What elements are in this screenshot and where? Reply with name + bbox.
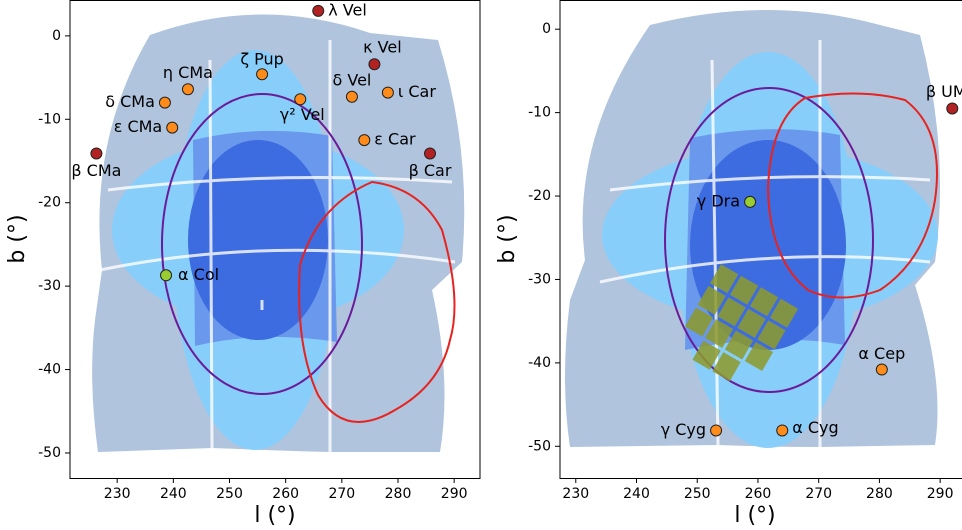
star-point bbox=[160, 269, 173, 282]
x-axis-label: l (°) bbox=[254, 503, 295, 528]
x-tick-label: 290 bbox=[441, 486, 468, 502]
star-point bbox=[875, 363, 888, 376]
x-tick-label: 240 bbox=[623, 486, 650, 502]
star-point bbox=[424, 147, 437, 160]
star-point bbox=[381, 86, 394, 99]
y-tick-label: 0 bbox=[52, 28, 61, 44]
star-label: κ Vel bbox=[363, 38, 402, 57]
star-point bbox=[166, 121, 179, 134]
star-label: α Col bbox=[178, 265, 219, 284]
star-label: β UM bbox=[926, 82, 962, 101]
y-tick-label: -10 bbox=[528, 105, 551, 121]
x-tick-label: 280 bbox=[866, 486, 893, 502]
star-point bbox=[256, 68, 269, 81]
y-tick-label: -40 bbox=[38, 362, 61, 378]
star-label: α Cyg bbox=[792, 418, 838, 437]
star-point bbox=[358, 134, 371, 147]
star-label: δ CMa bbox=[105, 92, 155, 111]
y-tick-label: -50 bbox=[528, 438, 551, 454]
x-tick-label: 230 bbox=[104, 486, 131, 502]
x-tick-label: 270 bbox=[328, 486, 355, 502]
x-tick-label: 270 bbox=[805, 486, 832, 502]
star-label: η CMa bbox=[163, 63, 213, 82]
star-label: ε Car bbox=[374, 130, 416, 149]
star-label: γ Cyg bbox=[661, 420, 706, 439]
coverage-left bbox=[92, 14, 465, 452]
star-point bbox=[744, 195, 757, 208]
x-tick-label: 230 bbox=[562, 486, 589, 502]
star-label: γ Dra bbox=[697, 191, 740, 210]
y-tick-label: -50 bbox=[38, 445, 61, 461]
star-label: δ Vel bbox=[333, 70, 372, 89]
y-tick-label: -30 bbox=[528, 271, 551, 287]
star-point bbox=[90, 147, 103, 160]
y-tick-label: -20 bbox=[528, 188, 551, 204]
y-tick-label: -10 bbox=[38, 111, 61, 127]
star-label: β CMa bbox=[71, 161, 121, 180]
y-tick-label: -20 bbox=[38, 195, 61, 211]
x-tick-label: 250 bbox=[216, 486, 243, 502]
x-tick-label: 240 bbox=[160, 486, 187, 502]
x-tick-label: 250 bbox=[684, 486, 711, 502]
y-axis-label: b (°) bbox=[5, 214, 30, 263]
star-point bbox=[181, 83, 194, 96]
star-label: λ Vel bbox=[328, 0, 367, 19]
x-tick-label: 290 bbox=[927, 486, 954, 502]
star-label: ε CMa bbox=[114, 117, 163, 136]
plot-frame bbox=[559, 0, 962, 479]
star-point bbox=[710, 424, 723, 437]
star-point bbox=[158, 96, 171, 109]
star-label: γ² Vel bbox=[280, 105, 325, 124]
y-tick-label: 0 bbox=[542, 21, 551, 37]
x-axis-label: l (°) bbox=[734, 503, 775, 528]
y-axis-label: b (°) bbox=[495, 214, 520, 263]
star-point bbox=[776, 424, 789, 437]
plot-frame bbox=[69, 0, 481, 479]
star-point bbox=[312, 4, 325, 17]
coverage-right bbox=[565, 10, 940, 448]
x-tick-label: 260 bbox=[745, 486, 772, 502]
star-point bbox=[345, 90, 358, 103]
star-label: α Cep bbox=[858, 344, 905, 363]
x-tick-label: 260 bbox=[272, 486, 299, 502]
star-point bbox=[368, 58, 381, 71]
star-point bbox=[946, 102, 959, 115]
x-tick-label: 280 bbox=[385, 486, 412, 502]
star-label: β Car bbox=[409, 161, 452, 180]
star-point bbox=[294, 93, 307, 106]
y-tick-label: -40 bbox=[528, 355, 551, 371]
y-tick-label: -30 bbox=[38, 278, 61, 294]
star-label: ι Car bbox=[398, 82, 436, 101]
star-label: ζ Pup bbox=[240, 50, 283, 69]
